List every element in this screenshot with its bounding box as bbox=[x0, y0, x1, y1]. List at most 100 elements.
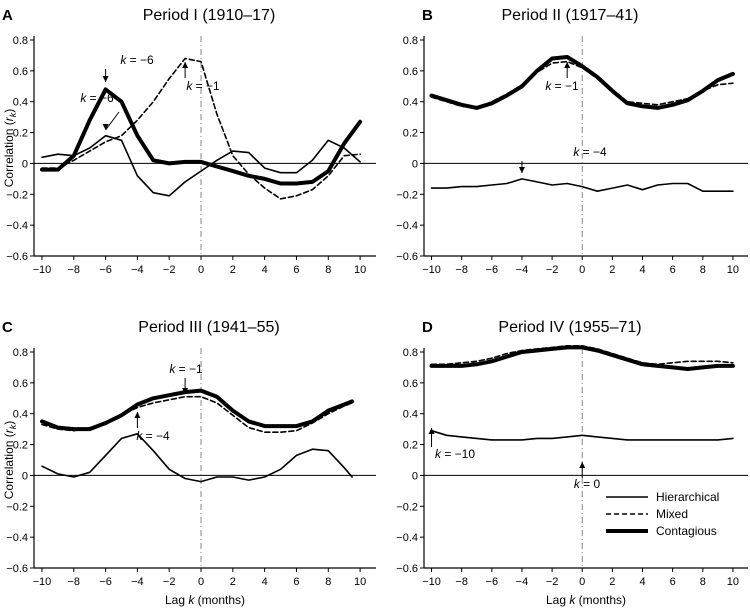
legend-label-hierarchical: Hierarchical bbox=[656, 490, 719, 504]
series-line-contagious bbox=[40, 388, 355, 432]
x-tick-label: 10 bbox=[727, 576, 739, 588]
y-tick-label: 0.6 bbox=[403, 378, 418, 390]
y-tick-label: 0.4 bbox=[403, 409, 418, 421]
x-tick-label: −2 bbox=[546, 264, 559, 276]
series-line-hierarchical bbox=[41, 134, 361, 197]
x-tick-label: 6 bbox=[293, 264, 299, 276]
annotation-label: k = −10 bbox=[435, 447, 475, 461]
y-tick-label: 0 bbox=[22, 470, 28, 482]
annotation-arrowhead bbox=[428, 428, 435, 434]
y-tick-label: 0.6 bbox=[13, 378, 28, 390]
x-tick-label: −10 bbox=[33, 264, 52, 276]
x-tick-label: 4 bbox=[639, 576, 645, 588]
x-tick-label: −6 bbox=[486, 264, 499, 276]
y-tick-label: 0.8 bbox=[403, 35, 418, 47]
series-line-contagious bbox=[429, 345, 735, 371]
legend-label-mixed: Mixed bbox=[656, 507, 688, 521]
x-tick-label: −4 bbox=[516, 264, 529, 276]
panel-letter: D bbox=[422, 319, 433, 336]
y-tick-label: −0.2 bbox=[396, 501, 418, 513]
y-tick-label: −0.6 bbox=[396, 563, 418, 575]
y-tick-label: −0.4 bbox=[6, 532, 28, 544]
annotation-label: k = −4 bbox=[573, 145, 607, 159]
x-tick-label: 0 bbox=[579, 576, 585, 588]
series-line-mixed bbox=[41, 57, 361, 200]
series-line-hierarchical bbox=[41, 432, 353, 483]
annotation-arrowhead bbox=[579, 462, 586, 468]
x-tick-label: −2 bbox=[163, 576, 176, 588]
panel-title: Period IV (1955–71) bbox=[498, 319, 641, 336]
x-tick-label: −4 bbox=[131, 576, 144, 588]
annotation-label: k = −1 bbox=[169, 362, 203, 376]
legend-label-contagious: Contagious bbox=[656, 524, 717, 538]
y-tick-label: −0.6 bbox=[6, 563, 28, 575]
x-tick-label: −6 bbox=[99, 576, 112, 588]
x-tick-label: 6 bbox=[670, 576, 676, 588]
y-axis-label: Correlation (rk) bbox=[2, 109, 18, 188]
y-tick-label: 0.6 bbox=[13, 66, 28, 78]
panel-c: −0.6 −0.4 −0.2 0 0.2 0.4 0.6 0.8 −10 −8 −6 −4 −2 0 2 4 6… bbox=[2, 319, 376, 607]
y-tick-label: 0.8 bbox=[403, 347, 418, 359]
y-tick-label: 0.8 bbox=[13, 35, 28, 47]
series-line-mixed bbox=[41, 395, 353, 434]
x-tick-label: −10 bbox=[422, 576, 441, 588]
x-tick-label: 4 bbox=[262, 576, 268, 588]
x-tick-label: 10 bbox=[727, 264, 739, 276]
y-tick-label: 0.6 bbox=[403, 66, 418, 78]
annotation-label: k = 0 bbox=[574, 477, 601, 491]
panel-letter: A bbox=[2, 7, 13, 24]
annotation-label: k = −6 bbox=[80, 91, 114, 105]
x-tick-label: 8 bbox=[325, 264, 331, 276]
annotation-arrowhead bbox=[134, 412, 141, 418]
y-axis-label: Correlation (rk) bbox=[2, 421, 18, 500]
annotation-arrowhead bbox=[102, 124, 109, 130]
x-tick-label: −4 bbox=[516, 576, 529, 588]
annotation-label: k = −4 bbox=[136, 429, 170, 443]
panel-letter: B bbox=[422, 7, 433, 24]
panel-letter: C bbox=[2, 319, 13, 336]
panel-title: Period I (1910–17) bbox=[143, 7, 276, 24]
y-tick-label: 0.2 bbox=[403, 128, 418, 140]
panel-a: −0.6 −0.4 −0.2 0 0.2 0.4 0.6 0.8 −10 −8 −6 −4 −2 0 2 4 6… bbox=[2, 7, 376, 276]
x-tick-label: 8 bbox=[700, 264, 706, 276]
annotation-arrowhead bbox=[182, 62, 189, 68]
annotation-arrowhead bbox=[518, 167, 525, 173]
annotation-arrowhead bbox=[182, 388, 189, 394]
x-tick-label: −8 bbox=[455, 576, 468, 588]
annotation-label: k = −6 bbox=[120, 53, 154, 67]
y-tick-label: 0.2 bbox=[403, 440, 418, 452]
x-tick-label: 0 bbox=[198, 576, 204, 588]
annotation-label: k = −1 bbox=[186, 79, 220, 93]
series-line-hierarchical bbox=[430, 429, 734, 441]
y-tick-label: 0 bbox=[412, 470, 418, 482]
x-tick-label: 8 bbox=[325, 576, 331, 588]
x-tick-label: 6 bbox=[670, 264, 676, 276]
x-tick-label: −8 bbox=[67, 576, 80, 588]
y-tick-label: −0.2 bbox=[6, 189, 28, 201]
y-tick-label: −0.6 bbox=[396, 251, 418, 263]
x-tick-label: −8 bbox=[67, 264, 80, 276]
x-tick-label: 6 bbox=[293, 576, 299, 588]
y-tick-label: 0 bbox=[22, 158, 28, 170]
y-tick-label: 0 bbox=[412, 158, 418, 170]
panel-title: Period III (1941–55) bbox=[138, 319, 279, 336]
y-tick-label: −0.6 bbox=[6, 251, 28, 263]
annotation-label: k = −1 bbox=[545, 79, 579, 93]
y-tick-label: 0.2 bbox=[13, 440, 28, 452]
y-tick-label: 0.4 bbox=[403, 97, 418, 109]
y-tick-label: 0.2 bbox=[13, 128, 28, 140]
x-tick-label: −2 bbox=[163, 264, 176, 276]
x-tick-label: 2 bbox=[609, 576, 615, 588]
x-tick-label: 4 bbox=[639, 264, 645, 276]
x-tick-label: 10 bbox=[354, 576, 366, 588]
x-tick-label: −10 bbox=[422, 264, 441, 276]
x-tick-label: 4 bbox=[262, 264, 268, 276]
x-axis-label: Lag k (months) bbox=[546, 593, 626, 607]
x-tick-label: −6 bbox=[99, 264, 112, 276]
x-tick-label: 2 bbox=[230, 576, 236, 588]
series-line-hierarchical bbox=[430, 178, 734, 192]
x-tick-label: 8 bbox=[700, 576, 706, 588]
y-tick-label: 0.4 bbox=[13, 409, 28, 421]
y-tick-label: −0.4 bbox=[396, 220, 418, 232]
